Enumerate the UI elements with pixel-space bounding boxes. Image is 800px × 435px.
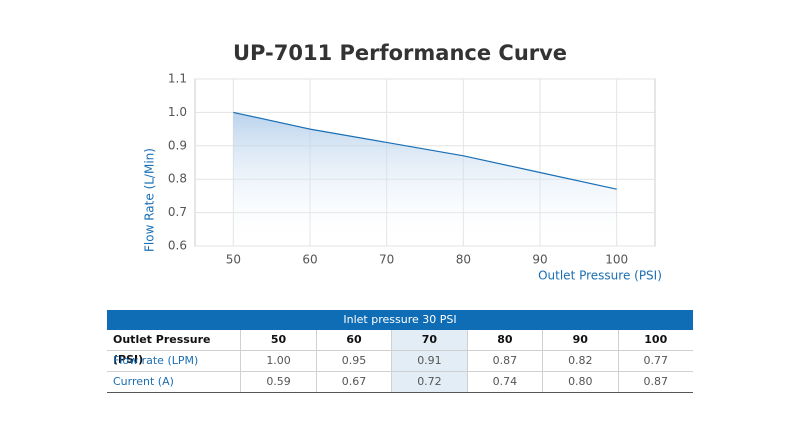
table-cell: 0.87 [466,351,542,371]
table-cell: 0.87 [617,372,693,392]
y-tick-label: 1.0 [168,105,187,119]
table-cell: Flow rate (LPM) [113,354,199,367]
y-tick-label: 0.8 [168,172,187,186]
table-row: Flow rate (LPM) 1.00 0.95 0.91 0.87 0.82 0.77 [107,351,693,372]
x-tick-label: 60 [302,253,317,267]
table-cell: 0.80 [542,372,617,392]
chart-title: UP-7011 Performance Curve [233,41,567,65]
table-row: Outlet Pressure (PSI) 50 60 70 80 90 100 [107,330,693,366]
table-cell: 0.67 [315,372,391,392]
header-cell: 70 [391,330,467,350]
table-cell: 0.72 [391,372,467,392]
y-axis-label: Flow Rate (L/Min) [143,148,157,252]
table: Inlet pressure 30 PSI Outlet Pressure (PS… [107,310,693,393]
y-tick-label: 1.1 [168,72,187,86]
table-title: Inlet pressure 30 PSI [107,310,693,330]
table-cell: 1.00 [240,351,315,371]
table-row: Current (A) 0.59 0.67 0.72 0.74 0.80 0.87 [107,372,693,393]
area-shade [233,112,617,247]
header-cell: 60 [315,330,391,350]
table-cell: 0.82 [542,351,617,371]
x-axis-label: Outlet Pressure (PSI) [538,269,662,283]
x-tick-label: 100 [605,253,628,267]
chart: UP-7011 Performance Curve Outlet Pressur… [143,41,662,283]
header-cell: Outlet Pressure (PSI) [113,333,211,366]
header-cell: 80 [466,330,542,350]
table-cell: Current (A) [113,375,174,388]
table-cell: 0.91 [391,351,467,371]
table-cell: 0.74 [466,372,542,392]
y-tick-label: 0.7 [168,205,187,219]
header-cell: 90 [542,330,617,350]
x-tick-label: 70 [379,253,394,267]
header-cell: 100 [617,330,693,350]
table-cell: 0.77 [617,351,693,371]
y-tick-label: 0.9 [168,138,187,152]
x-tick-label: 50 [226,253,241,267]
y-tick-label: 0.6 [168,239,187,253]
x-tick-label: 80 [456,253,471,267]
table-cell: 0.95 [315,351,391,371]
table-cell: 0.59 [240,372,315,392]
x-tick-label: 90 [532,253,547,267]
header-cell: 50 [240,330,315,350]
line [233,111,617,190]
